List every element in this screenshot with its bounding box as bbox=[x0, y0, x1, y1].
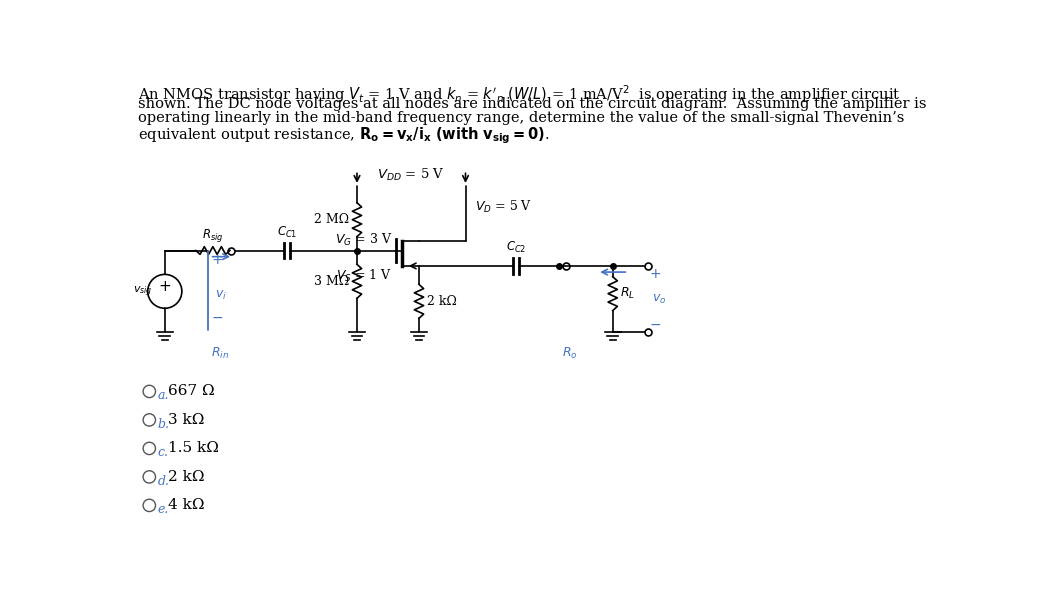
Text: +: + bbox=[159, 279, 171, 294]
Text: $v_i$: $v_i$ bbox=[215, 289, 227, 302]
Text: c.: c. bbox=[158, 446, 169, 459]
Text: −: − bbox=[212, 311, 223, 325]
Text: 3 MΩ: 3 MΩ bbox=[314, 275, 349, 288]
Text: d.: d. bbox=[158, 474, 170, 488]
Text: $v_o$: $v_o$ bbox=[652, 292, 665, 305]
Text: equivalent output resistance, $\mathbf{R_o = v_x/i_x}$ $\mathbf{(with\ v_{sig} =: equivalent output resistance, $\mathbf{R… bbox=[139, 125, 550, 146]
Text: $C_{C1}$: $C_{C1}$ bbox=[277, 225, 297, 240]
Text: 2 kΩ: 2 kΩ bbox=[168, 470, 204, 484]
Text: $V_S$ = 1 V: $V_S$ = 1 V bbox=[335, 268, 391, 283]
Text: 3 kΩ: 3 kΩ bbox=[168, 413, 204, 427]
Text: +: + bbox=[212, 253, 223, 267]
Text: $V_{DD}$ = 5 V: $V_{DD}$ = 5 V bbox=[378, 167, 445, 183]
Text: $R_{sig}$: $R_{sig}$ bbox=[202, 226, 223, 244]
Text: operating linearly in the mid-band frequency range, determine the value of the s: operating linearly in the mid-band frequ… bbox=[139, 111, 905, 125]
Text: $C_{C2}$: $C_{C2}$ bbox=[506, 240, 526, 255]
Text: b.: b. bbox=[158, 418, 170, 431]
Text: $v_{sig}$: $v_{sig}$ bbox=[133, 284, 152, 298]
Text: $V_D$ = 5 V: $V_D$ = 5 V bbox=[475, 199, 532, 216]
Text: 2 MΩ: 2 MΩ bbox=[314, 213, 349, 226]
Text: −: − bbox=[650, 317, 661, 331]
Text: a.: a. bbox=[158, 389, 169, 402]
Text: e.: e. bbox=[158, 503, 169, 516]
Text: 667 Ω: 667 Ω bbox=[168, 385, 215, 398]
Text: $R_L$: $R_L$ bbox=[620, 286, 636, 301]
Text: +: + bbox=[650, 267, 661, 280]
Text: 2 kΩ: 2 kΩ bbox=[426, 295, 457, 308]
Text: shown. The DC node voltages at all nodes are indicated on the circuit diagram.  : shown. The DC node voltages at all nodes… bbox=[139, 97, 927, 111]
Text: $R_o$: $R_o$ bbox=[562, 346, 578, 361]
Text: An NMOS transistor having $V_t$ = 1 V and $k_n$ = $k'_n$ $(W/L)$ = 1 mA/V$^2$  i: An NMOS transistor having $V_t$ = 1 V an… bbox=[139, 83, 901, 105]
Text: 1.5 kΩ: 1.5 kΩ bbox=[168, 441, 219, 455]
Text: $V_G$ = 3 V: $V_G$ = 3 V bbox=[334, 232, 391, 248]
Text: 4 kΩ: 4 kΩ bbox=[168, 498, 204, 512]
Text: $R_{in}$: $R_{in}$ bbox=[212, 346, 230, 361]
